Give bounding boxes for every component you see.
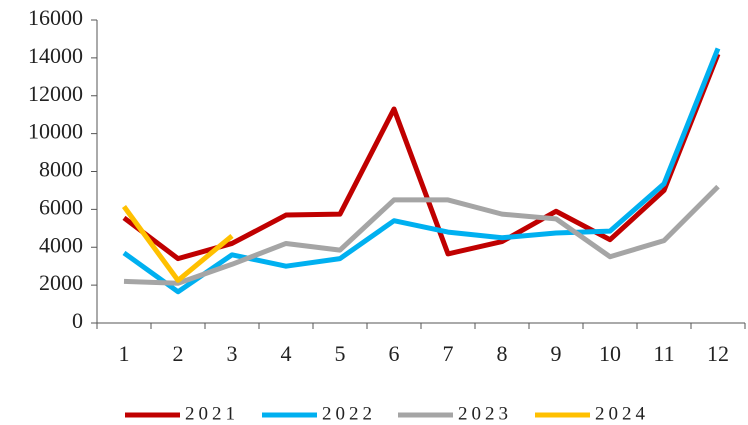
y-tick-label: 14000 [28,43,83,68]
legend-label: 2023 [458,403,512,424]
y-tick-label: 2000 [39,270,83,295]
line-series [123,184,720,286]
line-series [122,47,721,295]
x-tick-label: 2 [173,341,184,366]
y-tick-label: 6000 [39,194,83,219]
y-tick-label: 16000 [28,5,83,30]
x-tick-label: 6 [389,341,400,366]
x-tick-label: 3 [227,341,238,366]
x-tick-label: 4 [281,341,292,366]
x-tick-label: 5 [335,341,346,366]
x-tick-label: 7 [443,341,454,366]
x-tick-label: 8 [497,341,508,366]
y-tick-label: 4000 [39,232,83,257]
legend-label: 2022 [322,403,376,424]
y-tick-label: 8000 [39,157,83,182]
x-tick-label: 9 [551,341,562,366]
x-tick-label: 11 [653,341,674,366]
x-tick-label: 12 [707,341,729,366]
y-tick-label: 10000 [28,119,83,144]
y-tick-label: 0 [72,308,83,333]
legend-label: 2024 [595,403,649,424]
legend-label: 2021 [185,403,239,424]
y-tick-label: 12000 [28,81,83,106]
x-tick-label: 1 [119,341,130,366]
x-tick-label: 10 [599,341,621,366]
line-series [121,205,234,283]
